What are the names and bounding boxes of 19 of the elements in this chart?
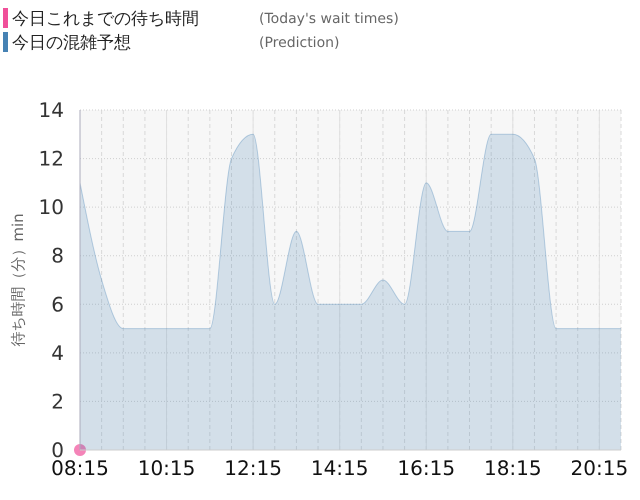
x-tick-label: 12:15 [224,456,282,480]
x-tick-label: 10:15 [138,456,196,480]
y-tick-label: 8 [51,244,64,268]
y-tick-label: 12 [38,146,64,171]
x-tick-label: 08:15 [51,456,109,480]
y-tick-label: 10 [38,195,64,220]
x-tick-label: 14:15 [310,456,368,480]
y-axis-title: 待ち時間（分）min [9,213,27,347]
x-tick-label: 16:15 [397,456,456,480]
y-tick-label: 2 [51,389,64,414]
y-tick-label: 6 [51,292,64,316]
y-tick-label: 4 [51,340,64,365]
x-tick-label: 18:15 [484,456,542,480]
legend-label: 今日の混雑予想 [12,33,131,53]
text: (Today's wait times) [259,11,399,27]
y-tick-label: 14 [38,98,64,122]
x-tick-label: 20:15 [570,456,628,480]
legend-label: 今日これまでの待ち時間 [12,9,199,29]
text: (Prediction) [259,35,340,51]
